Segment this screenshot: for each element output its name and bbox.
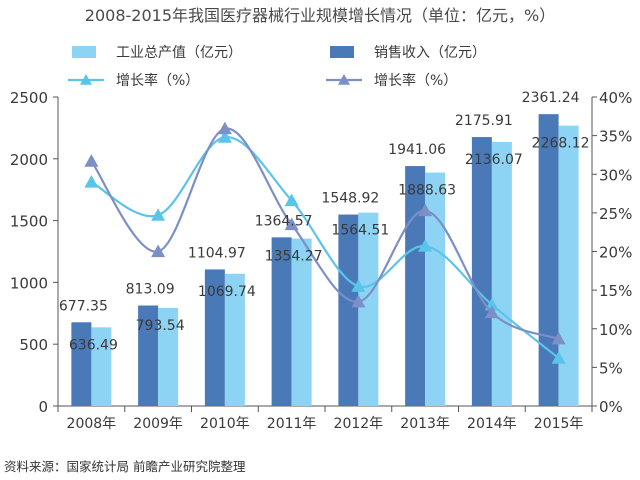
- growth-rate-marker: [351, 279, 366, 292]
- y2-tick-label: 30%: [599, 166, 632, 184]
- x-tick-label: 2009年: [133, 416, 183, 432]
- sales-value-label: 2175.91: [455, 113, 513, 129]
- y-tick-label: 500: [19, 336, 48, 354]
- y-tick-label: 1000: [10, 274, 48, 292]
- bar: [224, 273, 245, 406]
- legend: 工业总产值（亿元） 销售收入（亿元） 增长率（%） 增长率（%）: [68, 45, 486, 89]
- y2-tick-label: 40%: [599, 89, 632, 107]
- sales-value-label: 2361.24: [522, 90, 580, 106]
- growth-rate-marker: [351, 294, 366, 308]
- bar: [91, 327, 112, 406]
- growth-rate-line: [90, 136, 560, 359]
- y2-tick-label: 35%: [599, 128, 632, 146]
- growth-rate-marker: [84, 154, 99, 167]
- bar: [291, 238, 312, 406]
- output-value-label: 2268.12: [532, 136, 590, 152]
- y-tick-label: 0: [38, 398, 48, 416]
- x-tick-label: 2015年: [534, 416, 584, 432]
- growth-rate-marker: [284, 217, 299, 231]
- legend-swatch: [330, 46, 354, 58]
- bar: [491, 141, 512, 406]
- growth-rate-marker: [484, 305, 499, 319]
- x-tick-label: 2008年: [67, 416, 117, 432]
- sales-value-label: 1548.92: [321, 191, 379, 207]
- growth-rate-marker: [551, 331, 566, 345]
- legend-label: 销售收入（亿元）: [374, 45, 486, 61]
- x-tick-label: 2013年: [400, 416, 450, 432]
- growth-rate-marker: [418, 203, 433, 217]
- output-value-label: 1888.63: [398, 183, 456, 199]
- growth-rate-marker: [217, 121, 232, 135]
- legend-label: 工业总产值（亿元）: [116, 45, 242, 61]
- y-tick-label: 2500: [10, 89, 48, 107]
- growth-rate-marker: [84, 174, 99, 188]
- growth-rate-marker: [418, 239, 433, 252]
- y2-tick-label: 0%: [599, 398, 623, 416]
- x-tick-label: 2014年: [467, 416, 517, 432]
- x-tick-label: 2012年: [334, 416, 384, 432]
- bar: [204, 269, 225, 406]
- bar: [405, 166, 426, 406]
- output-value-label: 1564.51: [331, 223, 389, 239]
- legend-label: 增长率（%）: [116, 72, 199, 89]
- legend-label: 增长率（%）: [374, 72, 457, 89]
- data-labels: 677.35 813.09 1104.97 1364.57 1548.92 1941.06…: [59, 90, 590, 353]
- y-tick-label: 2000: [10, 151, 48, 169]
- sales-value-label: 813.09: [126, 282, 175, 298]
- output-value-label: 636.49: [69, 337, 118, 353]
- y2-tick-label: 20%: [599, 244, 632, 262]
- output-value-label: 1069.74: [198, 284, 256, 300]
- y2-tick-label: 25%: [599, 205, 632, 223]
- growth-rate-marker: [217, 130, 232, 143]
- bar: [471, 137, 492, 406]
- output-value-label: 793.54: [136, 318, 185, 334]
- y2-tick-label: 10%: [599, 321, 632, 339]
- bar: [338, 214, 359, 406]
- output-value-label: 2136.07: [465, 152, 523, 168]
- bar: [271, 237, 292, 406]
- legend-swatch: [72, 46, 96, 58]
- growth-rate-marker: [151, 244, 166, 258]
- bar: [158, 307, 179, 406]
- sales-value-label: 1104.97: [188, 245, 246, 261]
- legend-triangle-marker: [80, 74, 92, 85]
- x-tick-label: 2011年: [267, 416, 317, 432]
- growth-rate-marker: [551, 351, 566, 364]
- bars: [71, 114, 579, 407]
- bar: [538, 114, 559, 407]
- output-value-label: 1354.27: [265, 249, 323, 265]
- bar: [138, 305, 159, 406]
- sales-value-label: 1364.57: [255, 213, 313, 229]
- bar: [358, 212, 379, 406]
- y2-tick-label: 15%: [599, 282, 632, 300]
- sales-value-label: 1941.06: [388, 142, 446, 158]
- sales-value-label: 677.35: [59, 298, 108, 314]
- growth-rate-marker: [151, 208, 166, 221]
- bar: [425, 172, 446, 406]
- legend-triangle-marker: [338, 74, 350, 85]
- growth-rate-marker: [284, 193, 299, 207]
- y2-tick-label: 5%: [599, 359, 623, 377]
- axes: 0 500 1000 1500 2000 2500 0% 5% 10% 15% 20% 25% 30% 3…: [10, 89, 633, 432]
- source-note: 资料来源：国家统计局 前瞻产业研究院整理: [4, 459, 246, 474]
- bar: [558, 125, 579, 406]
- y-tick-label: 1500: [10, 213, 48, 231]
- chart-title: 2008-2015年我国医疗器械行业规模增长情况（单位：亿元，%）: [84, 6, 556, 25]
- x-tick-label: 2010年: [200, 416, 250, 432]
- bar: [71, 322, 92, 406]
- growth-rate-line: [90, 127, 560, 340]
- growth-lines: [84, 121, 566, 364]
